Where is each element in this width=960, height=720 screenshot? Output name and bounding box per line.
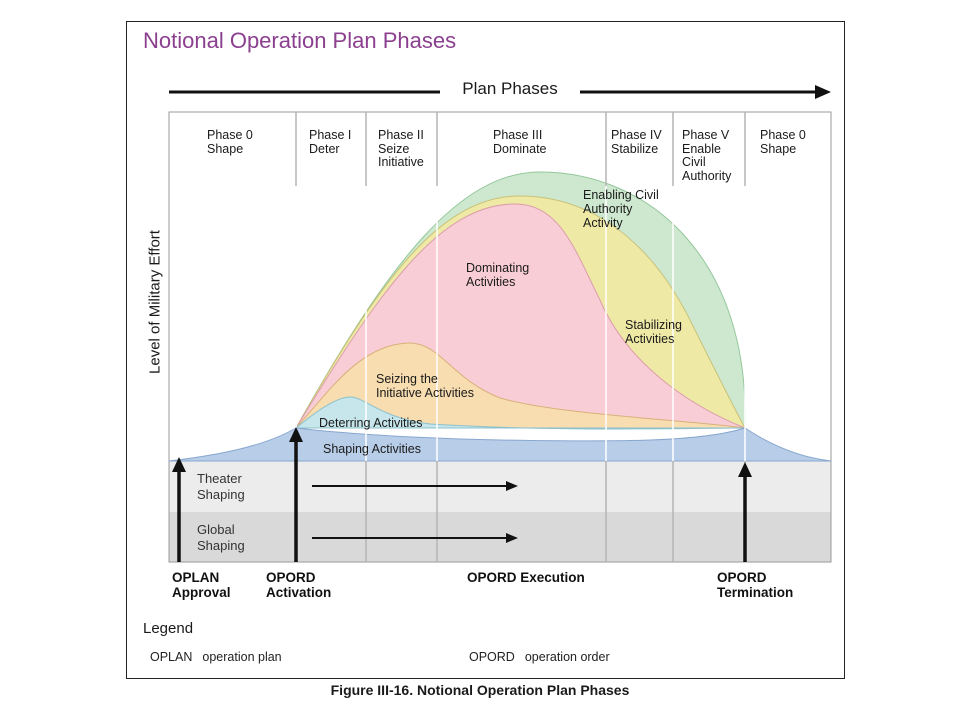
phase-area-outline [168,111,832,563]
oplan-approval-label: OPLAN Approval [172,570,231,600]
legend-meaning: operation order [524,650,610,664]
deterring-area [294,396,746,430]
global-shaping-label: Global Shaping [197,522,245,553]
legend-item-opord: OPORD operation order [469,650,610,664]
phase-0-shape-label: Phase 0 Shape [207,128,253,156]
enabling-activity-label: Enabling Civil Authority Activity [583,188,659,230]
opord-activation-arrowhead [289,427,303,442]
phase-1-deter-label: Phase I Deter [309,128,352,156]
phase-2-seize-label: Phase II Seize Initiative [378,128,424,169]
legend-title: Legend [143,620,194,637]
theater-shaping-arrowhead [506,481,518,491]
opord-termination-arrowhead [738,462,752,477]
oplan-approval-arrowhead [172,457,186,472]
shaping-area [168,427,832,462]
opord-termination-label: OPORD Termination [717,570,794,600]
phase-0-shape-end-label: Phase 0 Shape [760,128,806,156]
theater-shaping-label: Theater Shaping [197,471,245,502]
legend-abbr: OPLAN [150,650,193,664]
opord-execution-label: OPORD Execution [467,570,585,585]
figure-caption: Figure III-16. Notional Operation Plan P… [330,682,630,698]
plan-phases-label: Plan Phases [440,79,580,99]
dominating-activities-label: Dominating Activities [466,261,530,289]
figure-frame [126,21,845,679]
plan-phases-arrowhead [815,85,831,99]
y-axis-label: Level of Military Effort [146,230,164,374]
phase-4-stabilize-label: Phase IV Stabilize [611,128,662,156]
phase-3-dominate-label: Phase III Dominate [493,128,547,156]
phase-5-enable-label: Phase V Enable Civil Authority [682,128,732,183]
global-shaping-arrowhead [506,533,518,543]
deterring-activities-label: Deterring Activities [319,416,423,430]
legend-abbr: OPORD [469,650,515,664]
legend-meaning: operation plan [202,650,282,664]
figure-title: Notional Operation Plan Phases [143,28,457,53]
opord-activation-label: OPORD Activation [266,570,332,600]
legend-item-oplan: OPLAN operation plan [150,650,282,664]
shaping-activities-label: Shaping Activities [323,442,421,456]
seizing-activities-label: Seizing the Initiative Activities [376,372,474,400]
seizing-initiative-area [294,342,746,429]
stabilizing-activities-label: Stabilizing Activities [625,318,682,346]
